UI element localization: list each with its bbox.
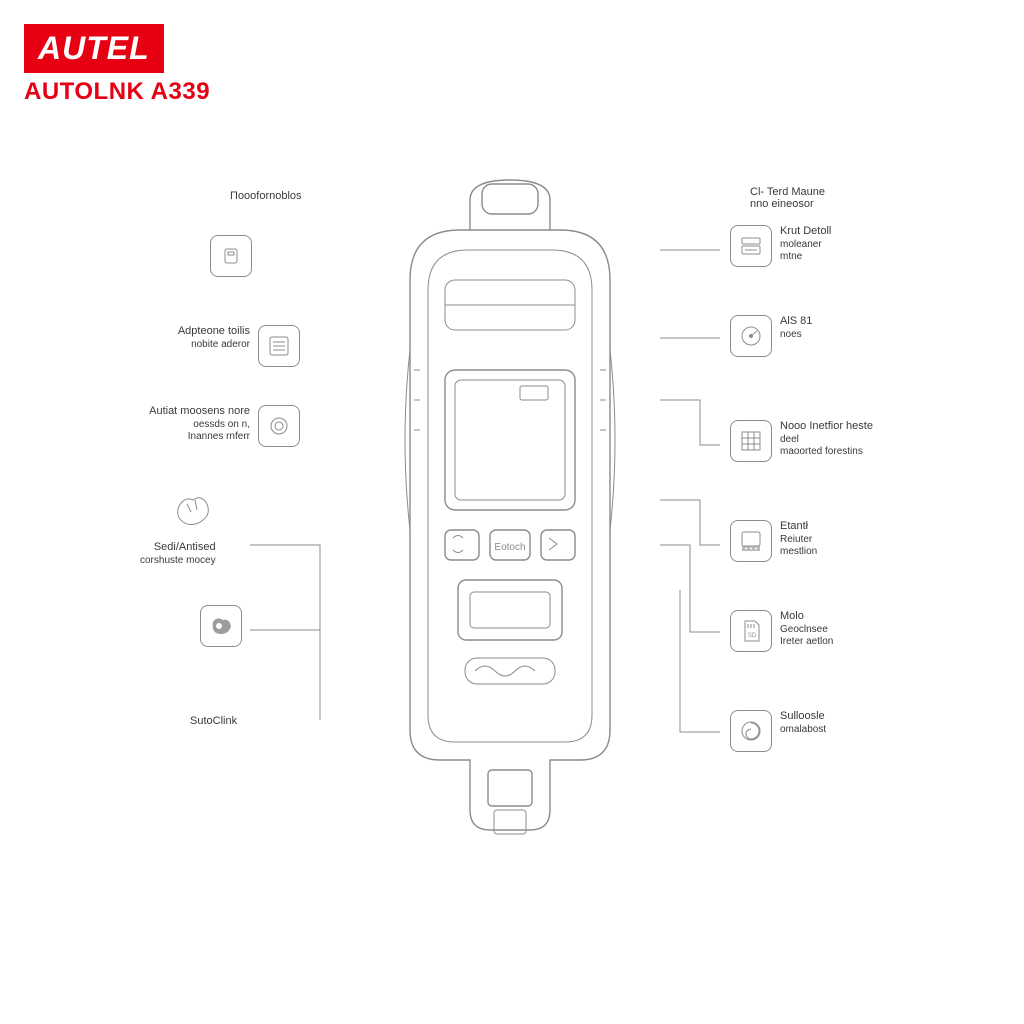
feature-l3-title: Autiat moosens nore <box>120 405 250 419</box>
feature-r5: SD MoloGeoclnsee Ireter aetlon <box>730 610 833 652</box>
feature-l4: Sedi/Antisedcorshuste mocey <box>140 485 216 567</box>
feature-r1-sub: moleaner mtne <box>780 239 831 264</box>
feature-r3-title: Nooo Inetfior heste <box>780 420 873 434</box>
device-illustration: Eotoch <box>350 170 670 890</box>
feature-l2-sub: nobite aderor <box>140 339 250 352</box>
feature-l3-sub: oessds on n, Inannes rnferr <box>120 419 250 444</box>
feature-r6: Sulloosleomalabost <box>730 710 826 752</box>
screen-icon <box>730 520 772 562</box>
feature-r1-title: Krut Detoll <box>780 225 831 239</box>
device-center-button-label: Eotoch <box>494 542 525 553</box>
feature-r6-sub: omalabost <box>780 724 826 737</box>
ring-icon <box>258 405 300 447</box>
blob-icon <box>200 605 242 647</box>
feature-r3-sub: deel maoorted forestins <box>780 434 873 459</box>
brand-logo: AUTEL <box>24 24 164 73</box>
svg-text:SD: SD <box>748 633 757 639</box>
feature-r2-sub: noes <box>780 329 812 342</box>
small-card-icon <box>210 235 252 277</box>
layers-icon <box>730 225 772 267</box>
hand-icon <box>168 485 216 533</box>
feature-l2: Adpteone toilisnobite aderor <box>140 325 300 367</box>
feature-r5-title: Molo <box>780 610 833 624</box>
feature-r4-sub: Reiuter mestlion <box>780 534 817 559</box>
feature-l3: Autiat moosens noreoessds on n, Inannes … <box>120 405 300 447</box>
sdcard-icon: SD <box>730 610 772 652</box>
feature-l6-title: SutoClink <box>190 715 237 729</box>
grid-icon <box>730 420 772 462</box>
feature-r2-title: AlS 81 <box>780 315 812 329</box>
feature-r3: Nooo Inetfior hestedeel maoorted foresti… <box>730 420 873 462</box>
feature-r2: AlS 81noes <box>730 315 812 357</box>
feature-r4: EtantłReiuter mestlion <box>730 520 817 562</box>
feature-l2-title: Adpteone toilis <box>140 325 250 339</box>
feature-l5 <box>200 605 250 647</box>
feature-r6-title: Sulloosle <box>780 710 826 724</box>
left-section-label: Πooofornoblos <box>230 190 302 202</box>
feature-l6: SutoClink <box>190 715 237 729</box>
feature-r1: Krut Detollmoleaner mtne <box>730 225 831 267</box>
swirl-icon <box>730 710 772 752</box>
gauge-icon <box>730 315 772 357</box>
feature-l1 <box>210 235 260 277</box>
right-section-label: Cl- Terd Maune nno eineosor <box>750 186 825 210</box>
feature-l4-sub: corshuste mocey <box>140 555 216 568</box>
feature-r5-sub: Geoclnsee Ireter aetlon <box>780 624 833 649</box>
bars-icon <box>258 325 300 367</box>
model-label: AUTOLNK A339 <box>24 78 210 106</box>
feature-l4-title: Sedi/Antised <box>140 541 216 555</box>
infographic-canvas: AUTEL AUTOLNK A339 Πooofornoblos Cl- Ter… <box>0 0 1024 1024</box>
feature-r4-title: Etantł <box>780 520 817 534</box>
